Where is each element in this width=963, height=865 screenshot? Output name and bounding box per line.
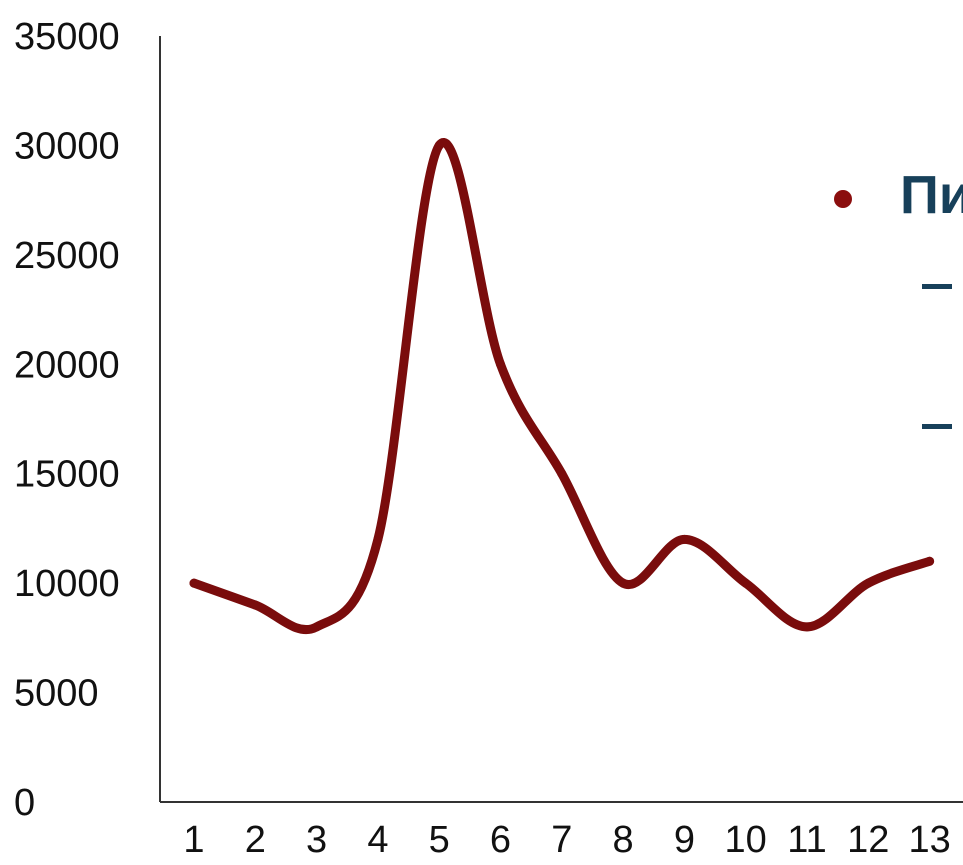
bullet-point-icon [834,190,852,208]
y-tick-label: 10000 [14,563,120,605]
y-axis-tick-labels: 0 5000 10000 15000 20000 25000 30000 35000 [14,16,120,824]
y-tick-label: 5000 [14,673,99,715]
data-point [250,600,260,610]
y-tick-label: 30000 [14,125,120,167]
data-point [679,534,689,544]
data-point [189,578,199,588]
data-point [557,469,567,479]
data-point [802,622,812,632]
y-tick-label: 35000 [14,16,120,58]
y-tick-label: 20000 [14,344,120,386]
data-point [618,578,628,588]
sub-bullet-dash-icon [922,424,952,429]
y-tick-label: 15000 [14,454,120,496]
x-tick-label: 12 [847,819,889,861]
x-tick-label: 5 [429,819,450,861]
sub-bullet-dash-icon [922,284,952,289]
data-point [434,140,444,150]
series-line [189,138,935,634]
bullet-text: Пи [900,165,963,225]
x-tick-label: 4 [367,819,388,861]
data-point [312,622,322,632]
x-tick-label: 6 [490,819,511,861]
series-points [189,140,935,632]
data-point [741,578,751,588]
x-tick-label: 3 [306,819,327,861]
y-tick-label: 25000 [14,235,120,277]
x-tick-label: 2 [245,819,266,861]
x-tick-label: 1 [183,819,204,861]
x-tick-label: 13 [908,819,950,861]
y-tick-label: 0 [14,782,35,824]
x-tick-label: 10 [725,819,767,861]
data-point [925,556,935,566]
x-tick-label: 9 [674,819,695,861]
data-point [373,534,383,544]
x-tick-label: 11 [787,819,826,861]
data-point [863,578,873,588]
x-tick-label: 7 [551,819,572,861]
x-tick-label: 8 [613,819,634,861]
x-axis-tick-labels: 1 2 3 4 5 6 7 8 9 10 11 12 13 [183,819,950,861]
data-point [496,359,505,369]
